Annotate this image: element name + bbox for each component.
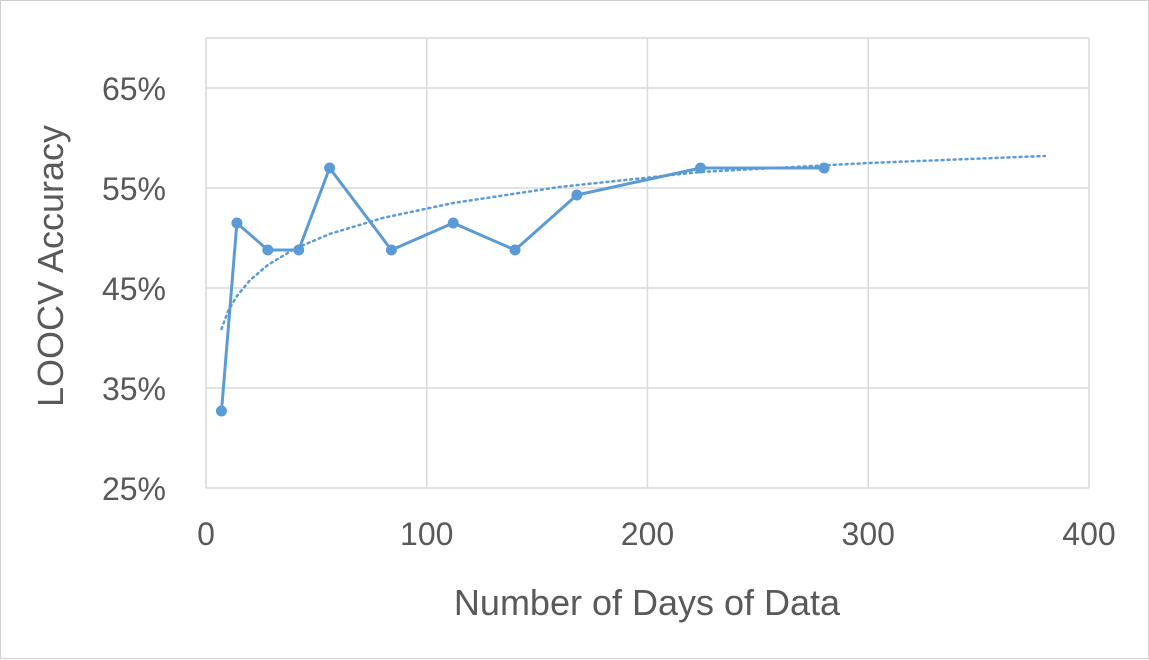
tick-layer: 0 100 200 300 400 25% 35% 45% 55% 65% [102,71,1116,552]
y-tick-label: 55% [102,171,166,207]
data-point [231,217,243,229]
x-axis-title: Number of Days of Data [454,582,841,623]
y-tick-label: 45% [102,271,166,307]
data-point [215,405,227,417]
data-point [262,244,274,256]
series-line [220,166,825,412]
data-point [385,244,397,256]
x-tick-label: 100 [400,516,453,552]
x-tick-label: 200 [621,516,674,552]
grid-layer [205,37,1090,489]
y-tick-label: 65% [102,71,166,107]
data-point [324,162,336,174]
x-tick-label: 300 [842,516,895,552]
data-point [509,244,521,256]
y-tick-label: 35% [102,371,166,407]
x-tick-label: 0 [197,516,215,552]
x-tick-label: 400 [1062,516,1115,552]
y-tick-label: 25% [102,471,166,507]
series-layer [215,154,1047,417]
y-axis-title: LOOCV Accuracy [30,125,71,407]
data-point [447,217,459,229]
trendline [220,154,1047,331]
data-point [571,189,583,201]
